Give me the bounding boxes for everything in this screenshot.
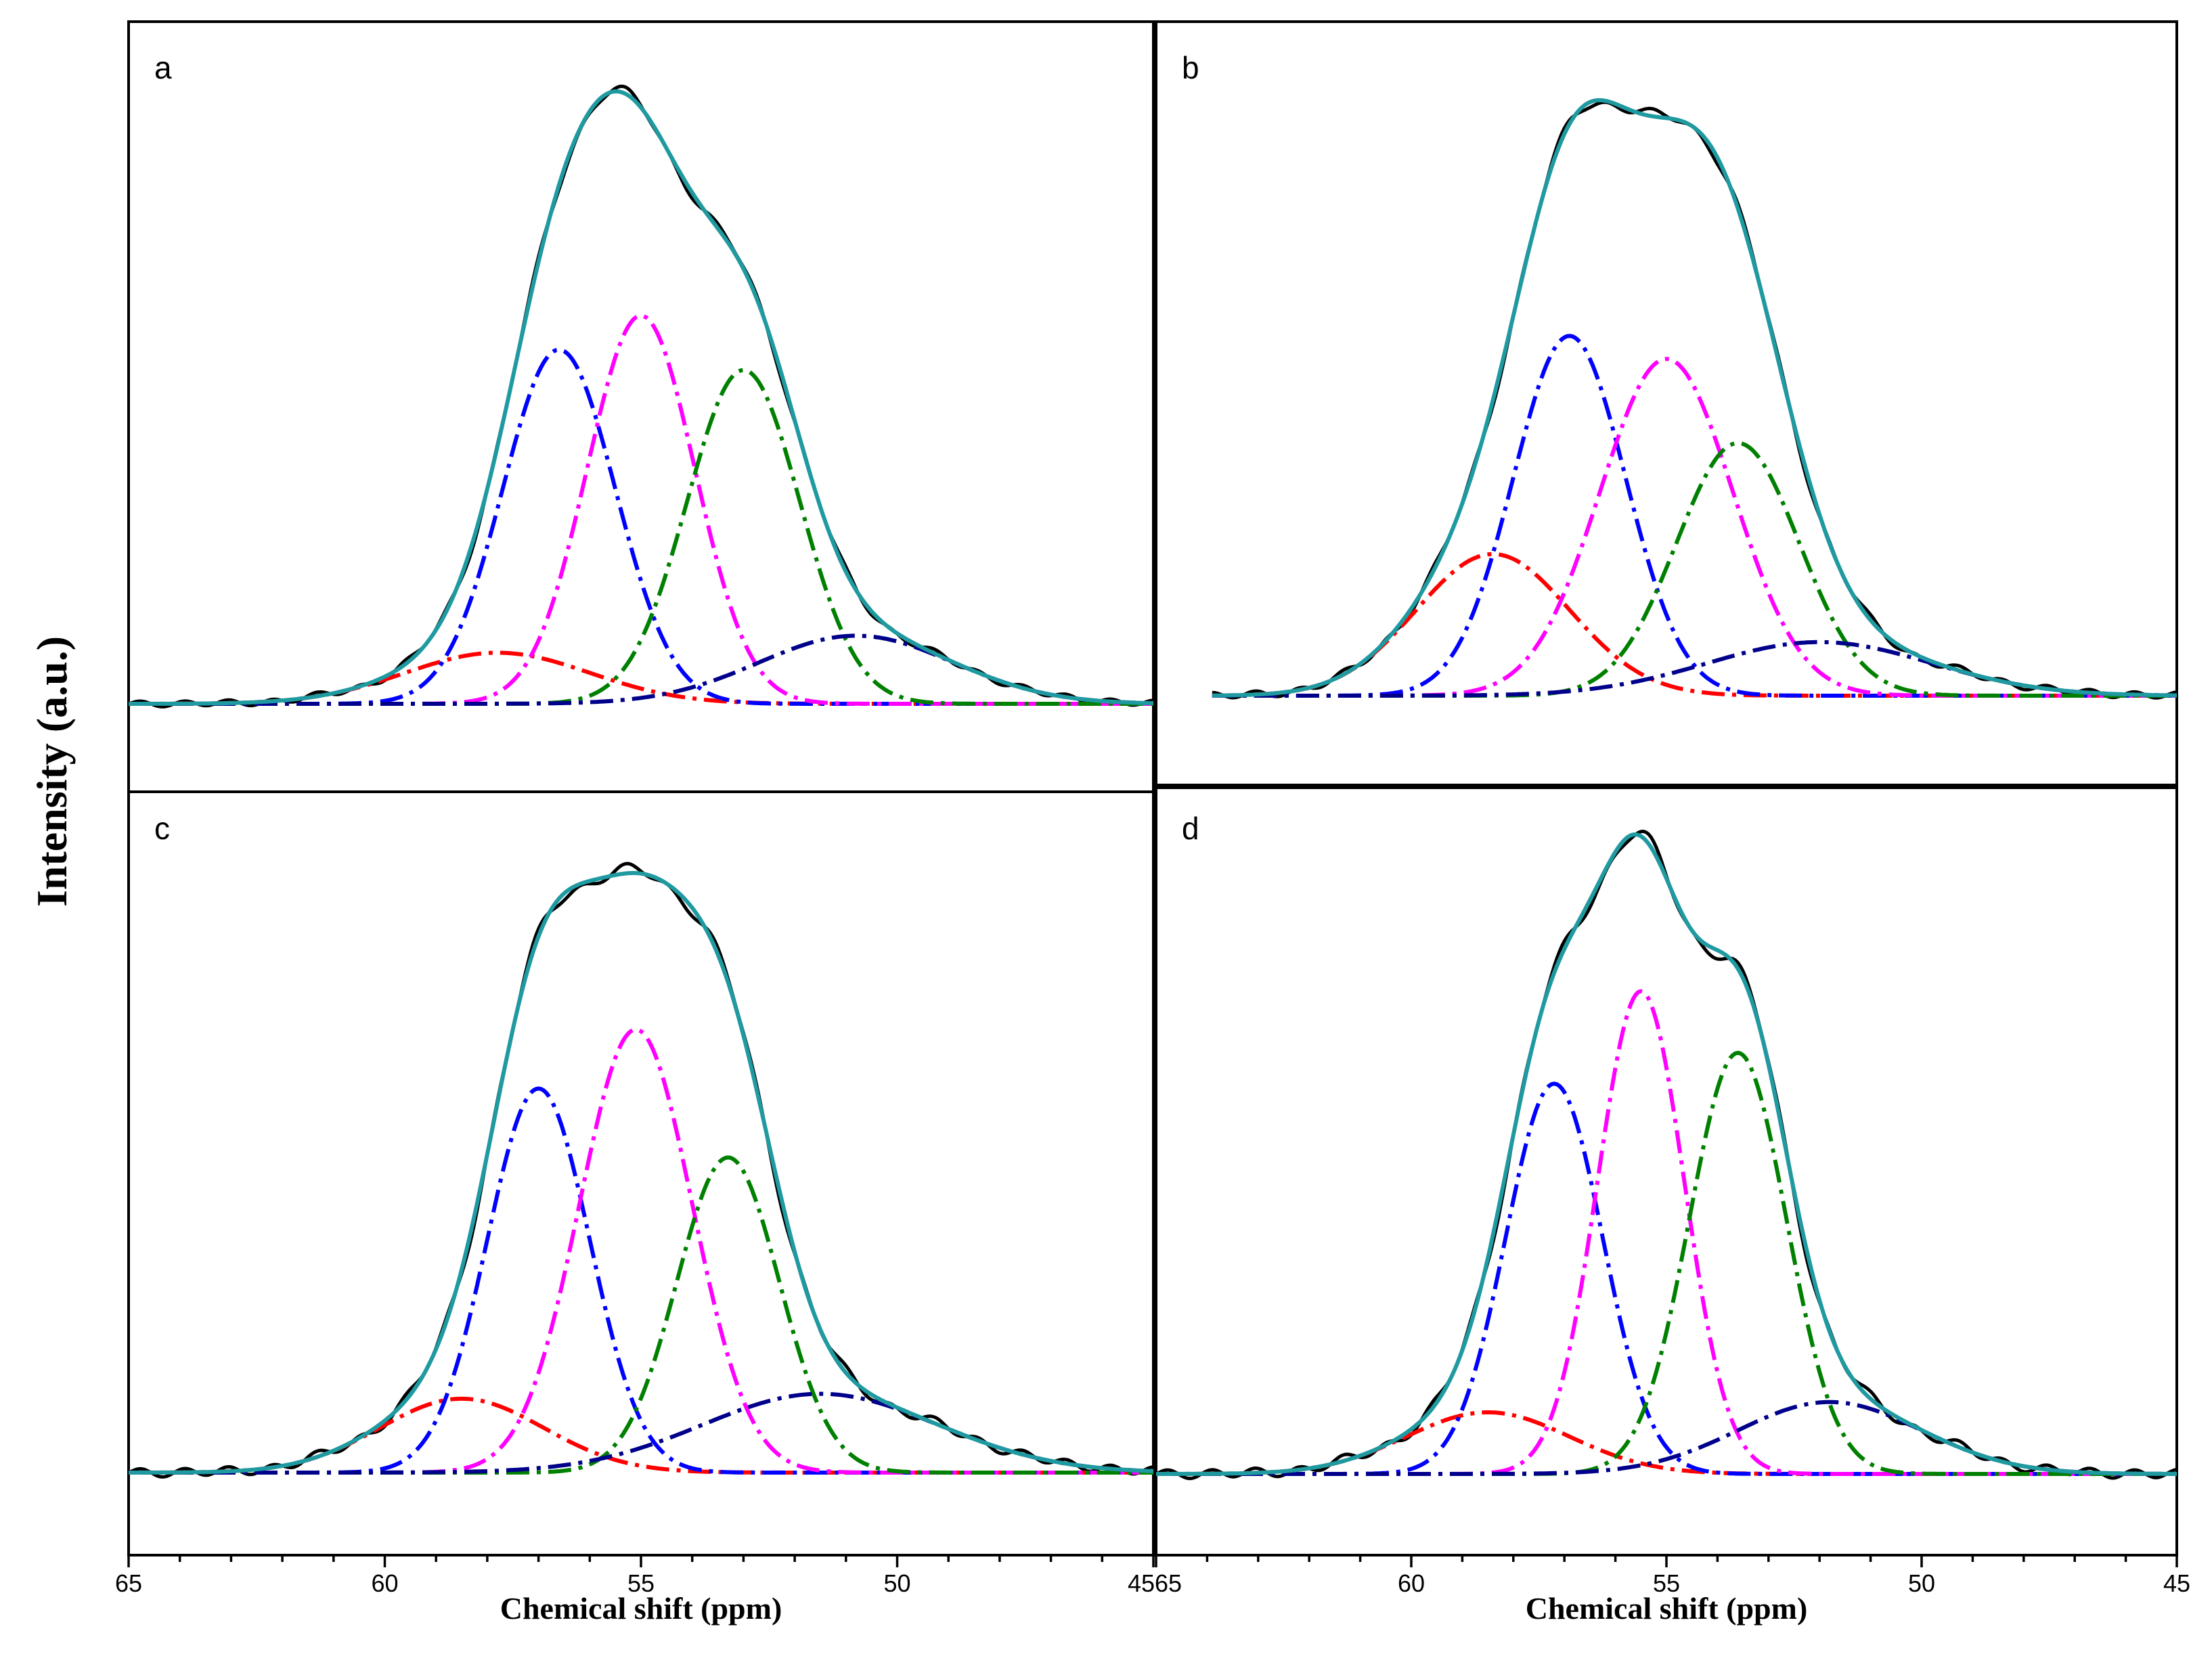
panel-a-frame [127,20,1155,793]
panel-d-peak-magenta [1156,989,2177,1476]
panel-d-frame [1155,786,2178,1557]
panel-c-peak-blue [129,1086,1153,1475]
x-tick-label: 55 [627,1569,655,1597]
panel-c-peak-magenta [129,1027,1153,1475]
y-axis-label: Intensity (a.u.) [28,636,76,907]
panel-b-peak-magenta [1212,357,2177,698]
x-tick-label: 50 [883,1569,910,1597]
panel-b-peak-blue [1212,334,2177,698]
panel-d-ticks: 65 60 55 50 45 [1155,1555,2190,1597]
panel-a-peak-navy [129,633,1153,706]
panel-d-fit-envelope [1156,832,2177,1476]
x-tick-label: 60 [1398,1569,1425,1597]
panel-b-peak-red [1212,552,2177,698]
panel-c-experimental-curve [127,861,1154,1479]
panel-a-label: a [154,50,172,85]
panel-d: d 65 60 55 50 45 [1155,786,2190,1597]
panel-c-label: c [154,811,170,846]
panel-d-label: d [1182,811,1199,846]
panel-b-fit-envelope [1212,98,2177,698]
panel-a-peak-green [129,367,1153,706]
x-tick-label: 50 [1908,1569,1935,1597]
panel-c-fit-envelope [129,871,1154,1475]
panel-a: a [127,20,1155,793]
panel-a-fit-envelope [129,89,1153,706]
x-tick-label: 45 [1128,1569,1155,1597]
panel-b-peak-green [1212,441,2177,698]
panel-c-peak-red [129,1396,1153,1475]
panel-d-peak-navy [1156,1400,2177,1476]
x-axis-label-right: Chemical shift (ppm) [1526,1591,1808,1626]
panel-a-curves [128,85,1154,709]
panel-b-curves [1212,98,2177,700]
panel-c-peak-green [129,1155,1153,1475]
x-tick-label: 60 [371,1569,398,1597]
panel-a-experimental-curve [128,85,1154,709]
x-tick-label: 65 [1155,1569,1182,1597]
panel-c-curves [127,861,1154,1479]
panel-d-peak-blue [1156,1081,2177,1476]
panel-b: b [1155,20,2178,786]
panel-c-ticks: 65 60 55 50 45 [115,1555,1155,1597]
panel-c-frame [127,790,1155,1557]
x-tick-label: 55 [1653,1569,1680,1597]
panel-b-frame [1155,20,2178,786]
panel-b-label: b [1182,50,1199,85]
panel-a-peak-blue [129,347,1153,706]
x-axis-label-left: Chemical shift (ppm) [500,1591,782,1626]
panel-d-peak-green [1156,1050,2177,1476]
panel-b-experimental-curve [1212,100,2177,700]
panel-d-experimental-curve [1155,830,2177,1481]
panel-d-curves [1155,830,2177,1481]
panel-c-peak-navy [129,1391,1154,1475]
x-tick-label: 65 [115,1569,142,1597]
x-tick-label: 45 [2163,1569,2190,1597]
panel-a-peak-magenta [129,313,1153,706]
panel-c: c 65 60 55 50 45 [115,790,1155,1597]
